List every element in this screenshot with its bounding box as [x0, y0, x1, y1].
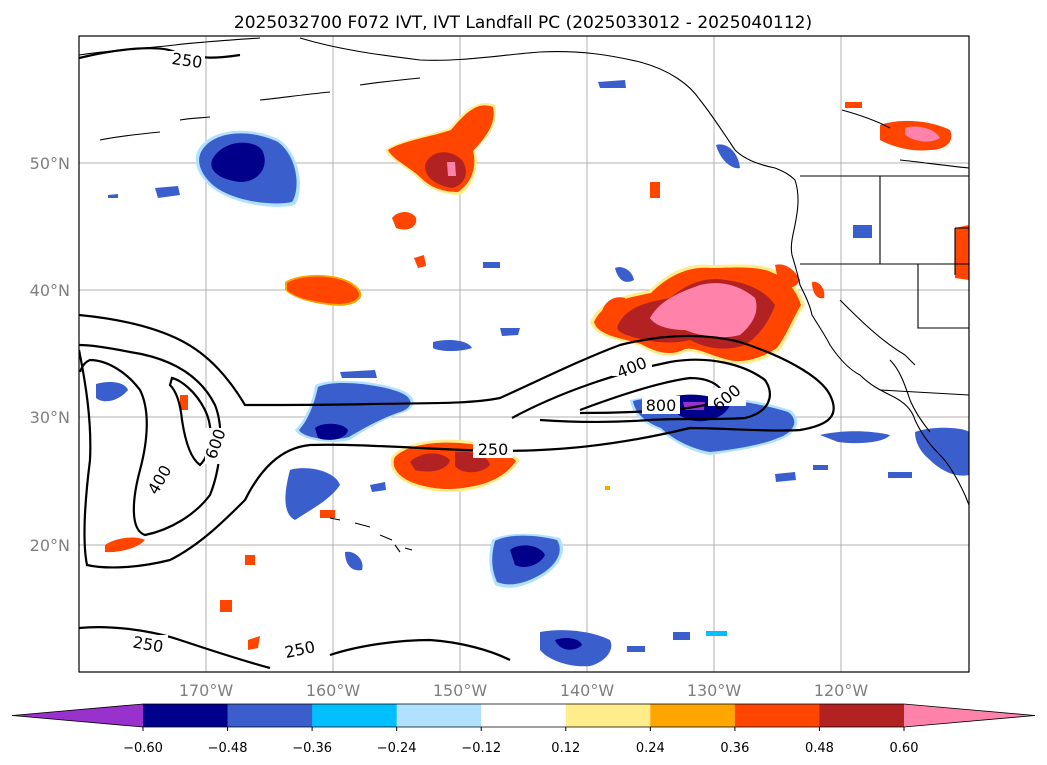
contour-label: 250 [478, 440, 509, 459]
colorbar-tick-label: −0.48 [208, 741, 248, 756]
map-area: 250 400 800 600 250 600 400 250 250 [79, 36, 969, 672]
colorbar-segment [481, 704, 567, 727]
colorbar-segment [227, 704, 313, 727]
colorbar-segment [143, 704, 229, 727]
ivt-contours [79, 47, 835, 670]
ivt-contour-labels: 250 400 800 600 250 600 400 250 250 [128, 49, 746, 662]
colorbar-segment [565, 704, 651, 727]
lon-tick-label: 120°W [814, 681, 869, 700]
colorbar: −0.60 −0.48 −0.36 −0.24 −0.12 0.12 0.24 0.36 0.4… [11, 703, 1036, 756]
colorbar-tick-label: −0.12 [461, 741, 501, 756]
map-title: 2025032700 F072 IVT, IVT Landfall PC (20… [234, 13, 812, 33]
colorbar-tick-label: 0.24 [636, 741, 665, 756]
lat-tick-label: 30°N [30, 408, 70, 427]
colorbar-tick-label: −0.60 [123, 741, 163, 756]
colorbar-segment [734, 704, 820, 727]
lon-tick-label: 140°W [560, 681, 615, 700]
lat-tick-label: 50°N [30, 154, 70, 173]
colorbar-tick-label: 0.60 [890, 741, 919, 756]
lat-tick-labels: 50°N 40°N 30°N 20°N [30, 154, 70, 555]
colorbar-tick-label: −0.36 [292, 741, 332, 756]
colorbar-segment [396, 704, 482, 727]
colorbar-tick-label: −0.24 [377, 741, 417, 756]
lat-tick-label: 40°N [30, 281, 70, 300]
lon-tick-label: 170°W [179, 681, 234, 700]
colorbar-tick-label: 0.36 [720, 741, 749, 756]
colorbar-extend-max [904, 704, 1035, 727]
lat-tick-label: 20°N [30, 536, 70, 555]
lon-tick-label: 130°W [687, 681, 742, 700]
lon-tick-labels: 170°W 160°W 150°W 140°W 130°W 120°W [179, 681, 869, 700]
colorbar-extend-min [12, 704, 143, 727]
colorbar-segment [312, 704, 398, 727]
contour-label: 800 [646, 396, 677, 415]
coastlines [79, 37, 969, 553]
contour-label: 250 [171, 49, 204, 72]
colorbar-segment [819, 704, 905, 727]
colorbar-tick-label: 0.12 [551, 741, 580, 756]
map-frame [78, 35, 970, 673]
lon-tick-label: 160°W [306, 681, 361, 700]
colorbar-tick-label: 0.48 [805, 741, 834, 756]
contour-label: 400 [614, 353, 649, 382]
ivt-landfall-pc-shading [96, 80, 969, 667]
colorbar-segment [650, 704, 736, 727]
lon-tick-label: 150°W [433, 681, 488, 700]
